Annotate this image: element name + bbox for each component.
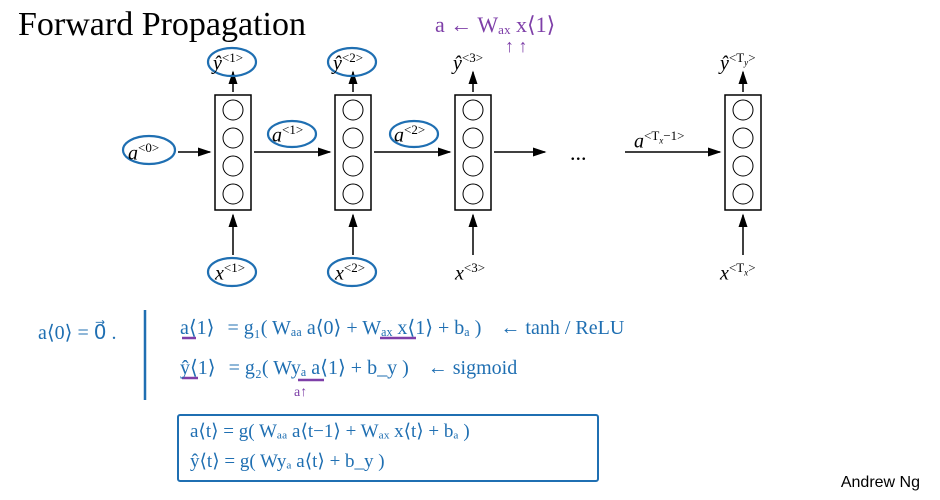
- eq-line2-rhs: = g₂( Wyₐ a⟨1⟩ + b_y ): [229, 357, 409, 379]
- eq-line1-lhs: a⟨1⟩: [180, 317, 214, 339]
- eq-line2-lhs: ŷ⟨1⟩: [180, 357, 216, 379]
- purple-arrow-small-icon: a↑: [294, 385, 307, 400]
- label-x1: x<1>: [215, 260, 245, 286]
- eq-line1-note: ← tanh / ReLU: [500, 317, 624, 339]
- eq-line1: a⟨1⟩ = g₁( Wₐₐ a⟨0⟩ + Wₐₓ x⟨1⟩ + bₐ ) ← …: [180, 315, 624, 340]
- label-a0: a<0>: [128, 140, 159, 166]
- label-y2: ŷ<2>: [333, 50, 363, 76]
- eq-box1: a⟨t⟩ = g( Wₐₐ a⟨t−1⟩ + Wₐₓ x⟨t⟩ + bₐ ): [190, 420, 470, 443]
- author-credit: Andrew Ng: [841, 474, 920, 492]
- label-x2: x<2>: [335, 260, 365, 286]
- eq-line2-note: ← sigmoid: [428, 357, 517, 379]
- rnn-cell-T: [725, 95, 761, 210]
- label-y3: ŷ<3>: [453, 50, 483, 76]
- label-xTx: x<Tx>: [720, 260, 756, 286]
- label-yTy: ŷ<Ty>: [720, 50, 756, 76]
- eq-line1-rhs: = g₁( Wₐₐ a⟨0⟩ + Wₐₓ x⟨1⟩ + bₐ ): [227, 317, 481, 339]
- rnn-cell-3: [455, 95, 491, 210]
- label-a2: a<2>: [394, 122, 425, 148]
- label-dots: ...: [570, 140, 587, 166]
- eq-box2: ŷ⟨t⟩ = g( Wyₐ a⟨t⟩ + b_y ): [190, 450, 385, 473]
- rnn-cell-1: [215, 95, 251, 210]
- label-x3: x<3>: [455, 260, 485, 286]
- eq-line2: ŷ⟨1⟩ = g₂( Wyₐ a⟨1⟩ + b_y ) ← sigmoid: [180, 355, 517, 380]
- label-aTxm1: a<Tx−1>: [634, 128, 685, 154]
- label-y1: ŷ<1>: [213, 50, 243, 76]
- rnn-cell-2: [335, 95, 371, 210]
- eq-a0-zero: a⟨0⟩ = 0⃗ .: [38, 320, 117, 345]
- label-a1: a<1>: [272, 122, 303, 148]
